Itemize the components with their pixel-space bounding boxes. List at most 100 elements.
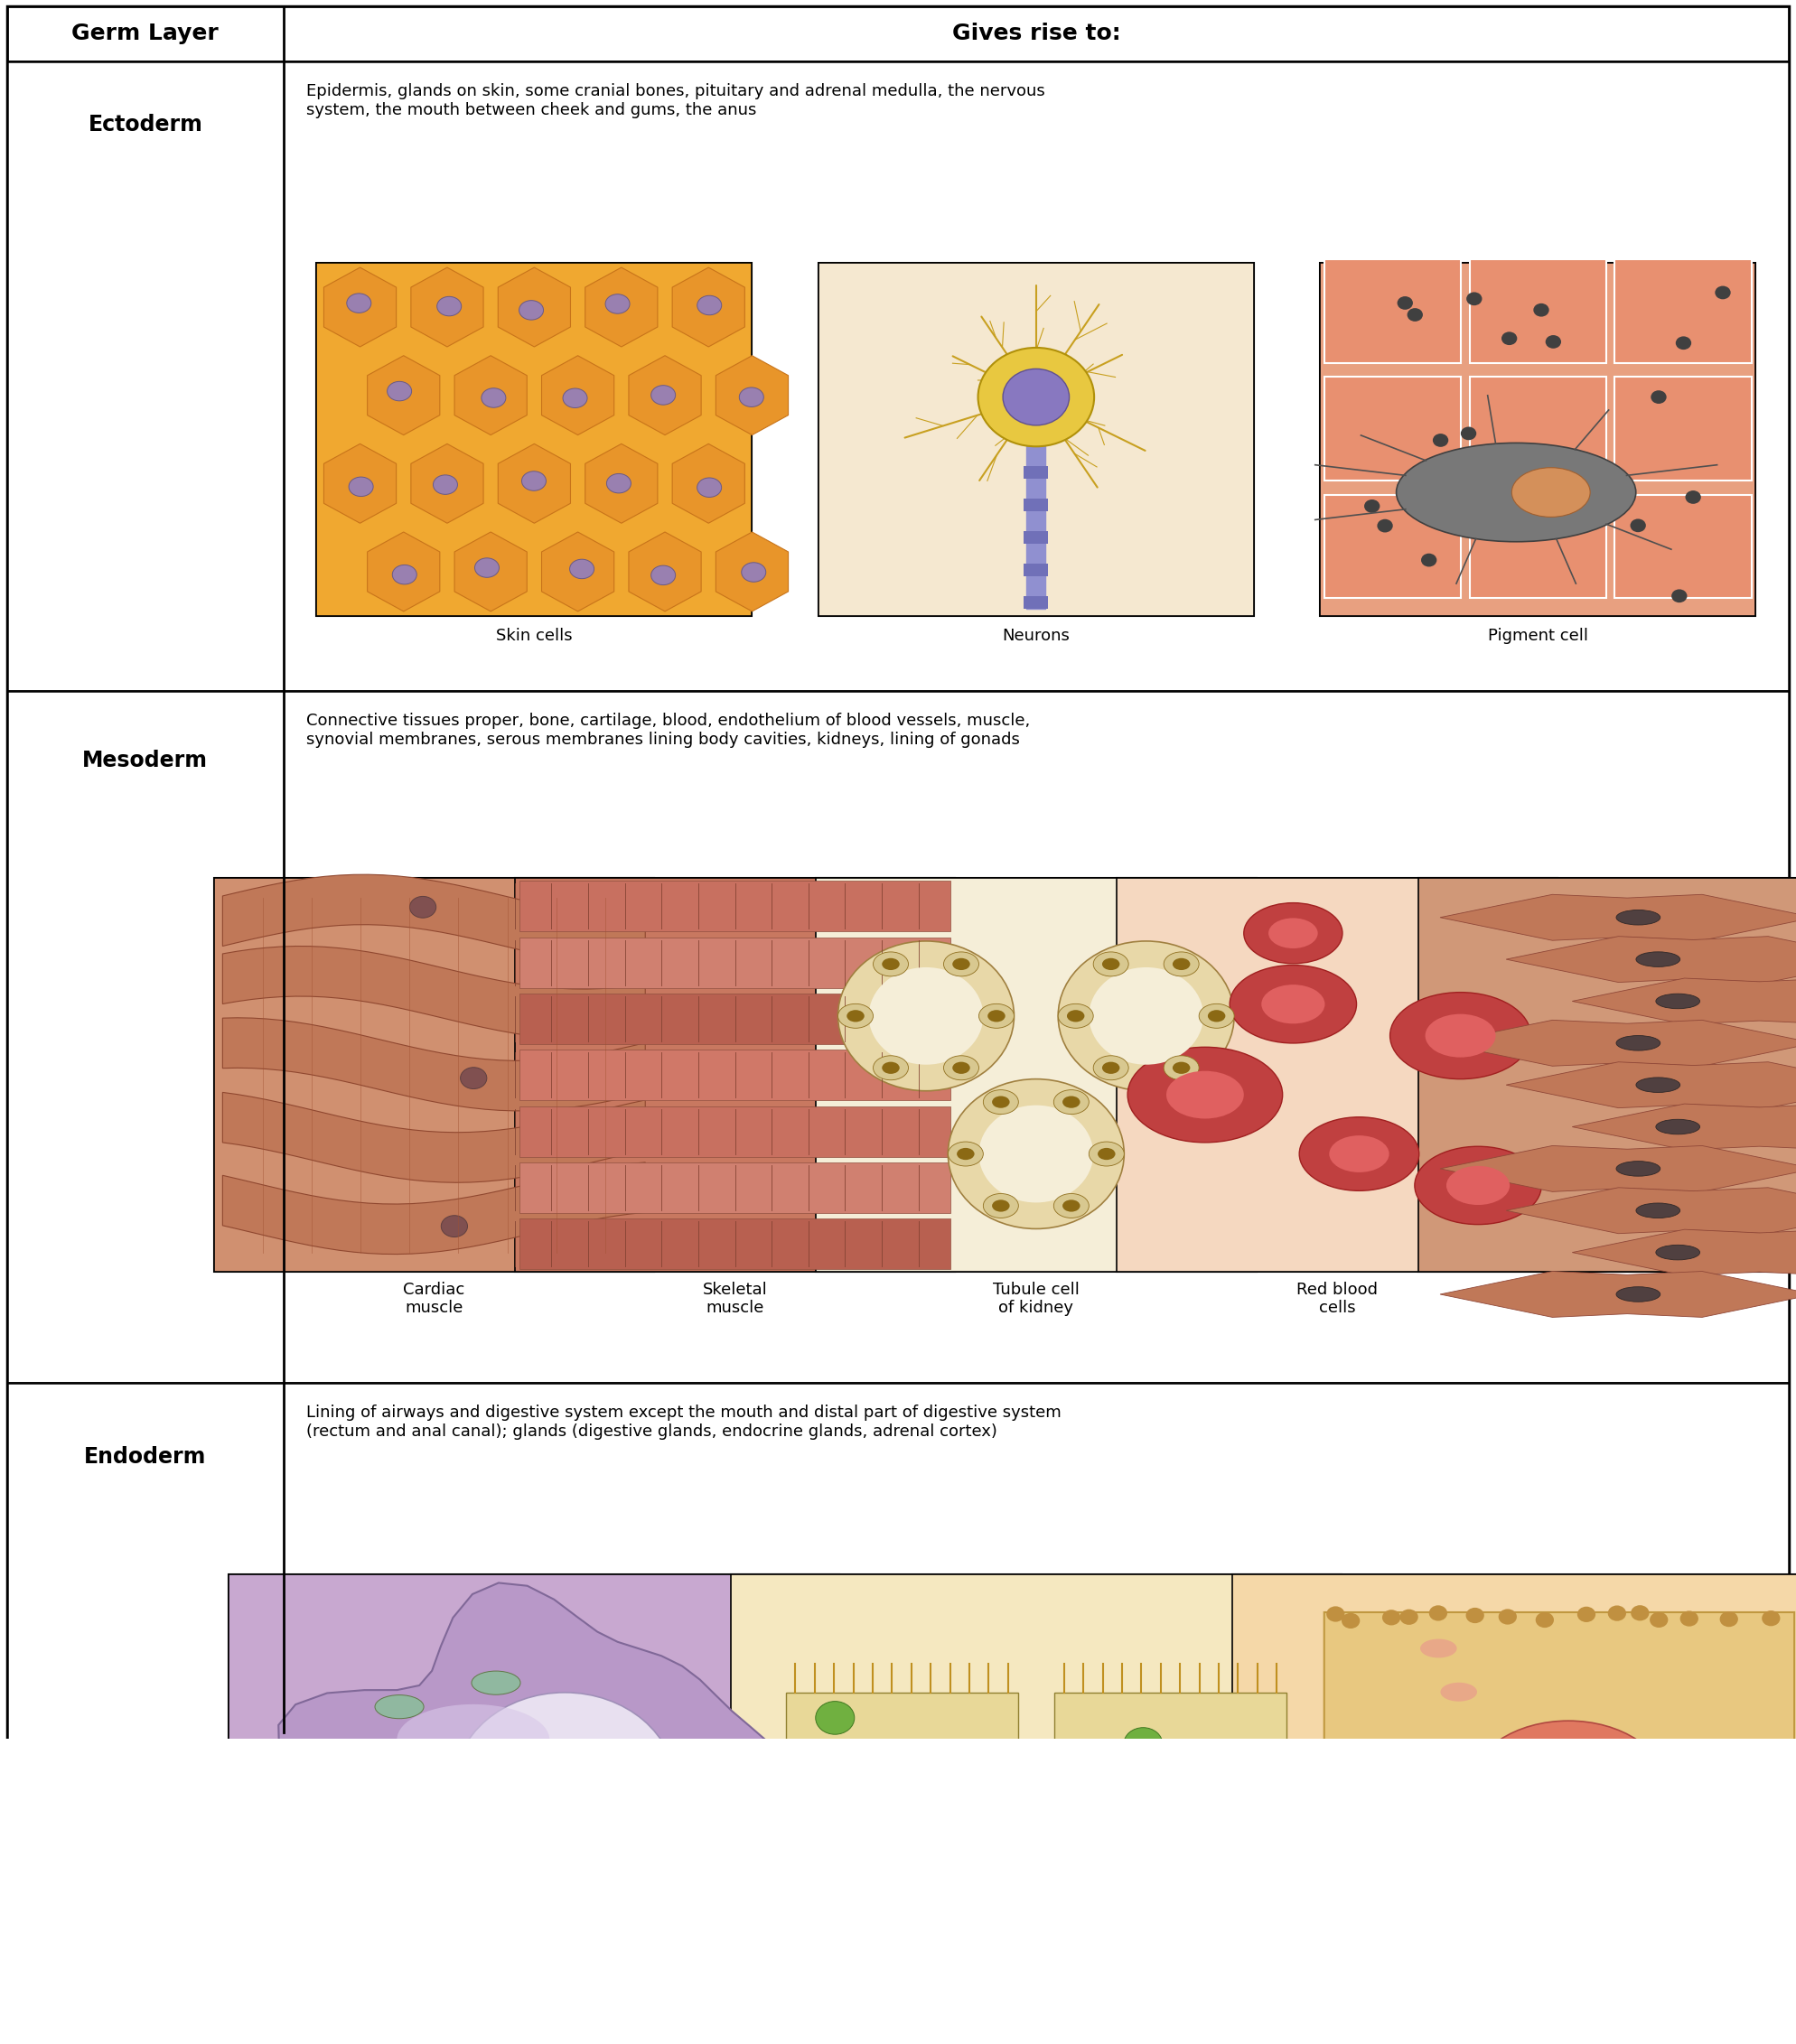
Ellipse shape xyxy=(957,1149,975,1159)
Ellipse shape xyxy=(1395,444,1636,542)
Circle shape xyxy=(1142,1741,1180,1774)
Polygon shape xyxy=(1507,1063,1796,1108)
Polygon shape xyxy=(323,444,397,523)
Ellipse shape xyxy=(882,959,900,971)
Ellipse shape xyxy=(1636,953,1679,967)
Ellipse shape xyxy=(991,1096,1009,1108)
Text: Connective tissues proper, bone, cartilage, blood, endothelium of blood vessels,: Connective tissues proper, bone, cartila… xyxy=(305,713,1029,748)
Ellipse shape xyxy=(436,296,462,317)
Ellipse shape xyxy=(1440,1682,1476,1701)
Circle shape xyxy=(979,347,1094,446)
Polygon shape xyxy=(1440,895,1796,940)
FancyBboxPatch shape xyxy=(1117,879,1557,1271)
Circle shape xyxy=(1715,286,1731,298)
Circle shape xyxy=(869,967,982,1065)
Circle shape xyxy=(1342,1613,1360,1629)
Ellipse shape xyxy=(1207,1010,1225,1022)
Ellipse shape xyxy=(948,1143,982,1165)
FancyBboxPatch shape xyxy=(1469,495,1606,599)
Ellipse shape xyxy=(991,1200,1009,1212)
FancyBboxPatch shape xyxy=(228,1574,839,2044)
FancyBboxPatch shape xyxy=(1320,264,1756,615)
Ellipse shape xyxy=(740,388,763,407)
Ellipse shape xyxy=(1173,1063,1191,1073)
Ellipse shape xyxy=(1636,1077,1679,1091)
Circle shape xyxy=(1466,1609,1483,1623)
Ellipse shape xyxy=(1415,1147,1541,1224)
Polygon shape xyxy=(454,531,526,611)
Ellipse shape xyxy=(650,566,675,585)
Polygon shape xyxy=(411,268,483,347)
Ellipse shape xyxy=(1245,903,1342,963)
Ellipse shape xyxy=(1636,1204,1679,1218)
Circle shape xyxy=(979,1106,1094,1202)
FancyBboxPatch shape xyxy=(1320,264,1756,615)
Polygon shape xyxy=(223,946,645,1038)
Circle shape xyxy=(1327,1607,1345,1621)
FancyBboxPatch shape xyxy=(1469,260,1606,364)
FancyBboxPatch shape xyxy=(7,6,1789,2044)
Circle shape xyxy=(1498,1609,1518,1625)
Polygon shape xyxy=(1507,936,1796,983)
Circle shape xyxy=(1431,462,1448,474)
Ellipse shape xyxy=(1164,1055,1200,1079)
Circle shape xyxy=(1534,460,1550,472)
Circle shape xyxy=(1070,2003,1103,2030)
Ellipse shape xyxy=(1421,1639,1457,1658)
Text: Red blood
cells: Red blood cells xyxy=(1297,1282,1378,1316)
Ellipse shape xyxy=(697,478,722,497)
Circle shape xyxy=(1088,967,1203,1065)
Ellipse shape xyxy=(519,300,544,319)
Polygon shape xyxy=(717,356,788,435)
Ellipse shape xyxy=(943,1055,979,1079)
Ellipse shape xyxy=(979,1004,1015,1028)
Circle shape xyxy=(929,1746,968,1778)
FancyBboxPatch shape xyxy=(7,1382,1789,2044)
FancyBboxPatch shape xyxy=(214,879,654,1271)
Ellipse shape xyxy=(1426,1014,1496,1057)
Polygon shape xyxy=(1440,1271,1796,1316)
Circle shape xyxy=(1383,1611,1401,1625)
Ellipse shape xyxy=(846,1010,864,1022)
Ellipse shape xyxy=(442,1216,467,1237)
Ellipse shape xyxy=(1166,1071,1245,1118)
Ellipse shape xyxy=(580,1770,630,1795)
Circle shape xyxy=(1762,1611,1780,1627)
Polygon shape xyxy=(223,1091,645,1183)
Ellipse shape xyxy=(388,382,411,401)
Ellipse shape xyxy=(1173,959,1191,971)
FancyBboxPatch shape xyxy=(1232,1574,1796,2044)
Circle shape xyxy=(1631,519,1645,531)
Ellipse shape xyxy=(1656,1245,1699,1259)
Polygon shape xyxy=(1572,1228,1796,1275)
Ellipse shape xyxy=(882,1063,900,1073)
Ellipse shape xyxy=(474,558,499,578)
FancyBboxPatch shape xyxy=(1419,879,1796,1271)
Circle shape xyxy=(1430,1605,1448,1621)
Circle shape xyxy=(1679,1611,1699,1627)
Text: Epidermis, glands on skin, some cranial bones, pituitary and adrenal medulla, th: Epidermis, glands on skin, some cranial … xyxy=(305,84,1045,119)
Ellipse shape xyxy=(1633,1825,1670,1844)
Text: Mesoderm: Mesoderm xyxy=(83,750,208,771)
Ellipse shape xyxy=(562,388,587,409)
FancyBboxPatch shape xyxy=(316,264,753,615)
Circle shape xyxy=(1534,303,1550,317)
Text: Cardiac
muscle: Cardiac muscle xyxy=(402,1282,465,1316)
Circle shape xyxy=(1577,1607,1595,1623)
Circle shape xyxy=(1079,1985,1112,2013)
FancyBboxPatch shape xyxy=(519,1163,950,1212)
Polygon shape xyxy=(585,444,657,523)
Ellipse shape xyxy=(1054,1089,1088,1114)
FancyBboxPatch shape xyxy=(7,6,1789,61)
FancyBboxPatch shape xyxy=(1024,564,1049,576)
Polygon shape xyxy=(1440,1147,1796,1192)
Ellipse shape xyxy=(481,388,506,407)
FancyBboxPatch shape xyxy=(519,936,950,987)
FancyBboxPatch shape xyxy=(731,1574,1342,2044)
Polygon shape xyxy=(454,356,526,435)
Circle shape xyxy=(905,1956,939,1985)
Ellipse shape xyxy=(1063,1200,1079,1212)
Polygon shape xyxy=(368,531,440,611)
Ellipse shape xyxy=(943,953,979,977)
Circle shape xyxy=(1110,1805,1232,1909)
